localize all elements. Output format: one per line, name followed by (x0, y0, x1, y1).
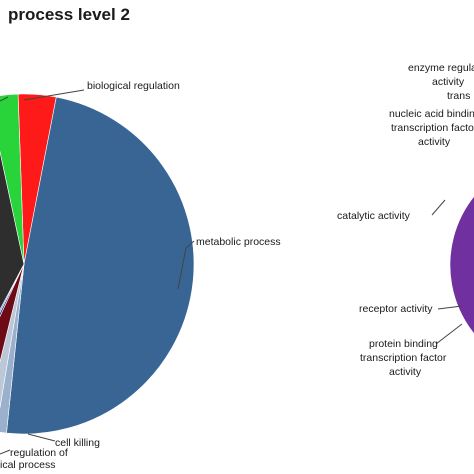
label-regulation-line1: regulation of (10, 447, 68, 459)
label-catalytic-activity: catalytic activity (337, 210, 411, 222)
label-transporter: trans (447, 90, 470, 102)
leader-receptor-activity (437, 305, 463, 310)
label-cell-killing: cell killing (55, 437, 100, 449)
leader-biological-regulation (23, 89, 85, 101)
label-biological-regulation: biological regulation (87, 80, 180, 92)
label-enzyme-line2: activity (432, 76, 465, 88)
leader-protein-binding (435, 323, 463, 345)
chart-title: process level 2 (8, 5, 130, 24)
right-pie-slices (449, 196, 474, 334)
leader-regulation (0, 449, 11, 455)
label-receptor-activity: receptor activity (359, 303, 433, 315)
left-slice-unlabeled-4 (0, 263, 25, 363)
left-pie-chart: process level 2 biological regulation me… (0, 5, 281, 471)
left-slice-unlabeled-8 (0, 93, 25, 265)
label-enzyme-line1: enzyme regula (408, 62, 474, 74)
label-protein-line3: activity (389, 366, 422, 378)
label-nucleic-line2: transcription facto (391, 122, 474, 134)
right-pie-chart: enzyme regula activity trans nucleic aci… (337, 62, 474, 378)
label-protein-line1: protein binding (369, 338, 438, 350)
label-nucleic-line3: activity (418, 136, 451, 148)
leader-catalytic-activity (431, 199, 446, 216)
right-slice-catalytic-activity (449, 196, 474, 334)
left-slice-unlabeled-7 (0, 150, 25, 311)
left-slice-metabolic-process (6, 96, 195, 435)
label-nucleic-line1: nucleic acid bindin (389, 108, 474, 120)
left-pie-slices (0, 93, 195, 435)
leader-cell-killing (27, 433, 56, 442)
leader-left-edge (0, 96, 9, 102)
label-protein-line2: transcription factor (360, 352, 447, 364)
left-slice-regulation-of-biological-process (0, 263, 25, 409)
left-slice-cell-killing (0, 263, 25, 434)
leader-metabolic-process (177, 240, 195, 290)
label-regulation-line2: ical process (0, 459, 55, 471)
label-metabolic-process: metabolic process (196, 236, 281, 248)
